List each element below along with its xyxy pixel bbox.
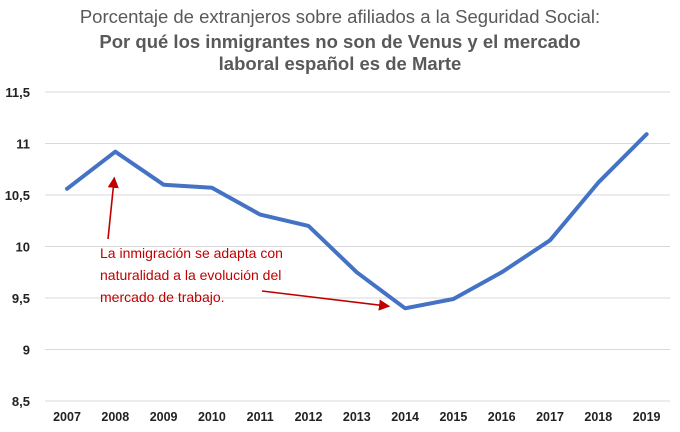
y-tick-label: 11,5 — [5, 85, 30, 100]
annotation-line-1: La inmigración se adapta con — [100, 245, 283, 261]
chart-title: Porcentaje de extranjeros sobre afiliado… — [79, 6, 601, 27]
chart-subtitle-line-1: Por qué los inmigrantes no son de Venus … — [99, 31, 581, 52]
chart-subtitle-line-2: laboral español es de Marte — [218, 53, 462, 74]
annotation-arrows — [107, 176, 391, 311]
x-tick-label: 2007 — [53, 410, 81, 424]
x-tick-label: 2008 — [101, 410, 129, 424]
x-tick-label: 2014 — [391, 410, 419, 424]
y-axis-ticks: 8,5 9 9,5 10 10,5 11 11,5 — [5, 85, 30, 409]
annotation-arrow-2008 — [107, 176, 119, 240]
y-tick-label: 10 — [16, 240, 30, 255]
x-tick-label: 2012 — [295, 410, 323, 424]
annotation-line-3: mercado de trabajo. — [100, 289, 225, 305]
y-tick-label: 11 — [16, 137, 30, 152]
annotation-text: La inmigración se adapta con naturalidad… — [100, 242, 283, 308]
x-tick-label: 2013 — [343, 410, 371, 424]
y-tick-label: 10,5 — [5, 188, 30, 203]
x-tick-label: 2019 — [633, 410, 661, 424]
y-tick-label: 9 — [23, 343, 30, 358]
y-tick-label: 8,5 — [12, 394, 30, 409]
x-tick-label: 2018 — [584, 410, 612, 424]
x-tick-label: 2016 — [488, 410, 516, 424]
x-tick-label: 2015 — [439, 410, 467, 424]
x-tick-label: 2010 — [198, 410, 226, 424]
gridlines — [45, 91, 670, 402]
series-group — [65, 132, 649, 311]
annotation-arrow-2014 — [261, 290, 391, 311]
x-axis-ticks: 2007 2008 2009 2010 2011 2012 2013 2014 2015 2016… — [53, 410, 660, 424]
y-tick-label: 9,5 — [12, 291, 30, 306]
x-tick-label: 2017 — [536, 410, 564, 424]
annotation-line-2: naturalidad a la evolución del — [100, 267, 282, 283]
x-tick-label: 2011 — [247, 410, 274, 424]
x-tick-label: 2009 — [150, 410, 178, 424]
